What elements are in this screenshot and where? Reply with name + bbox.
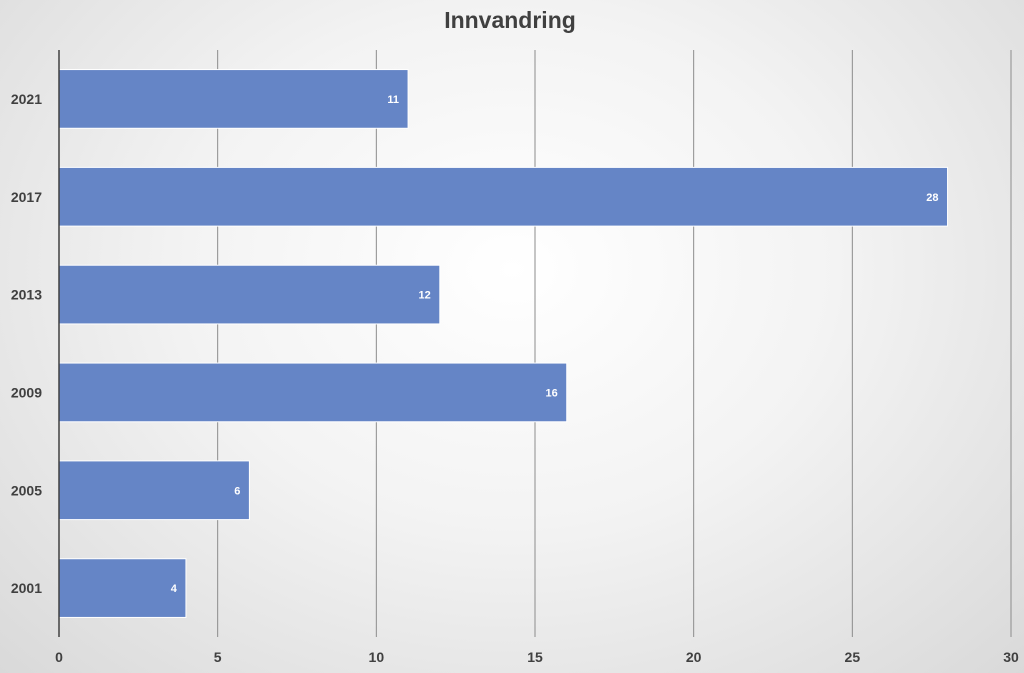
data-label-2001: 4 <box>171 583 178 595</box>
data-label-2005: 6 <box>234 485 240 497</box>
bar-2013 <box>58 264 441 325</box>
x-tick-label: 15 <box>527 649 543 665</box>
bar-2009 <box>58 362 568 423</box>
y-tick-label: 2017 <box>11 189 42 205</box>
y-tick-label: 2013 <box>11 287 42 303</box>
bars <box>58 69 949 618</box>
bar-2005 <box>58 460 250 521</box>
x-tick-label: 5 <box>214 649 222 665</box>
x-axis-ticks: 0 5 10 15 20 25 30 <box>55 649 1019 665</box>
x-tick-label: 30 <box>1003 649 1019 665</box>
data-label-2021: 11 <box>387 94 399 106</box>
data-labels: 11 28 12 16 6 4 <box>171 94 939 595</box>
gridlines <box>217 50 1012 637</box>
data-label-2017: 28 <box>926 192 938 204</box>
x-tick-label: 10 <box>369 649 385 665</box>
y-tick-label: 2005 <box>11 482 42 498</box>
data-label-2009: 16 <box>545 387 557 399</box>
y-tick-label: 2021 <box>11 91 42 107</box>
x-tick-label: 25 <box>845 649 861 665</box>
bar-2001 <box>58 558 187 618</box>
y-axis-ticks: 2021 2017 2013 2009 2005 2001 <box>11 91 42 596</box>
y-tick-label: 2009 <box>11 384 42 400</box>
chart-title: Innvandring <box>444 7 576 33</box>
x-tick-label: 20 <box>686 649 702 665</box>
bar-2017 <box>58 166 949 227</box>
bar-2021 <box>58 69 409 129</box>
y-tick-label: 2001 <box>11 580 42 596</box>
x-tick-label: 0 <box>55 649 63 665</box>
data-label-2013: 12 <box>419 290 431 302</box>
